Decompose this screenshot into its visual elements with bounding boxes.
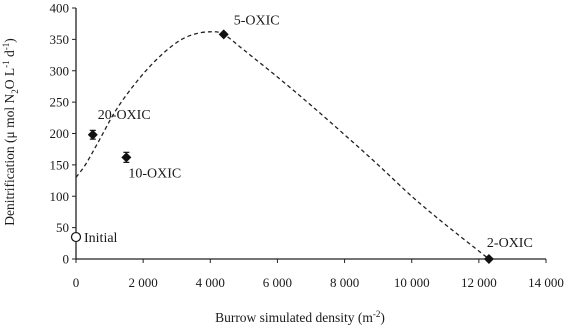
x-axis-title: Burrow simulated density (m-2) [215,309,385,325]
data-point-label: 5-OXIC [234,13,280,28]
data-point-label: Initial [84,231,118,246]
ticks: 0 50 100 150 200 250 300 350 400 0 2 000 4 000 6 000… [50,1,564,291]
data-point-label: 10-OXIC [128,166,181,181]
data-points: Initial 20-OXIC 10-OXIC 5-OXIC 2-OXIC [70,13,533,264]
y-axis-title: Denitrification (μ mol N2O L-1 d-1) [1,38,20,226]
y-tick-label: 200 [50,126,70,141]
y-tick-label: 250 [50,95,70,110]
axes [75,8,546,260]
x-tick-label: 14 000 [528,275,564,290]
data-point-diamond [87,129,98,140]
x-tick-label: 0 [73,275,80,290]
y-tick-label: 100 [50,189,70,204]
x-tick-label: 2 000 [129,275,158,290]
x-tick-label: 8 000 [330,275,359,290]
y-tick-label: 0 [63,252,70,267]
x-tick-label: 4 000 [196,275,225,290]
data-point-label: 20-OXIC [98,108,151,123]
data-point-diamond [483,254,494,264]
fit-curve-group [75,31,490,260]
x-tick-label: 12 000 [461,275,497,290]
y-tick-label: 150 [50,157,70,172]
y-tick-label: 50 [56,220,69,235]
data-point-diamond [218,29,229,40]
data-point-open-circle [70,231,82,243]
y-tick-label: 300 [50,63,70,78]
x-tick-label: 6 000 [263,275,292,290]
data-point-label: 2-OXIC [487,236,533,251]
fit-curve-dashed [75,31,490,260]
y-tick-label: 350 [50,32,70,47]
x-tick-label: 10 000 [394,275,430,290]
y-tick-label: 400 [50,1,70,16]
data-point-diamond [121,152,132,163]
